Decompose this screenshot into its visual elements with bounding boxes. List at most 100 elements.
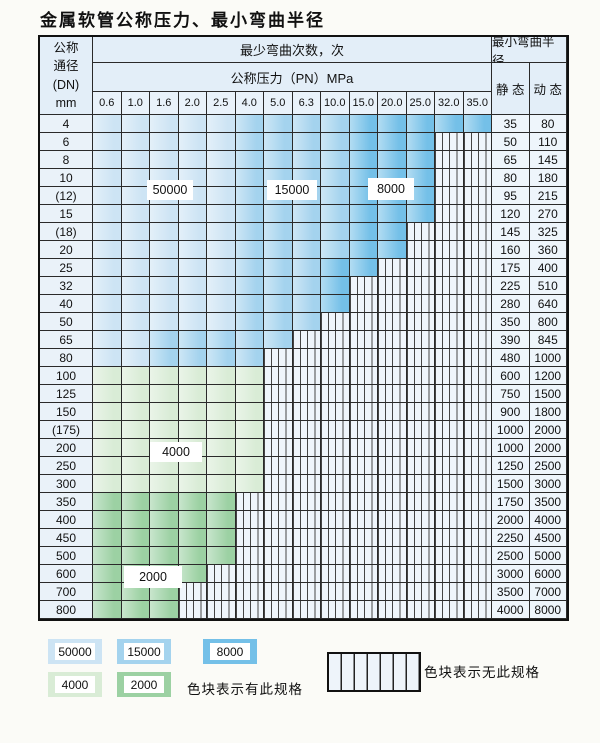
spec-cell — [292, 403, 321, 421]
spec-cell — [321, 529, 350, 547]
dn-header-line: 通径 — [53, 59, 79, 73]
spec-cell — [378, 313, 407, 331]
spec-cell — [150, 223, 179, 241]
spec-cell — [150, 511, 179, 529]
dn-cell: 200 — [40, 439, 93, 457]
spec-cell — [207, 115, 236, 133]
dn-header-line: mm — [55, 96, 77, 110]
dynamic-value-cell: 325 — [529, 223, 567, 241]
spec-cell — [435, 601, 464, 619]
spec-cell — [378, 367, 407, 385]
spec-cell — [292, 439, 321, 457]
spec-cell — [178, 493, 207, 511]
spec-cell — [349, 565, 378, 583]
spec-cell — [463, 205, 492, 223]
spec-cell — [406, 295, 435, 313]
spec-cell — [93, 583, 122, 601]
spec-cell — [378, 475, 407, 493]
spec-cell — [349, 583, 378, 601]
spec-cell — [178, 115, 207, 133]
spec-cell — [435, 403, 464, 421]
spec-cell — [178, 529, 207, 547]
dn-cell: (175) — [40, 421, 93, 439]
spec-cell — [378, 295, 407, 313]
spec-cell — [150, 331, 179, 349]
spec-cell — [435, 295, 464, 313]
spec-cell — [349, 601, 378, 619]
spec-cell — [235, 295, 264, 313]
spec-cell — [406, 457, 435, 475]
spec-cell — [235, 331, 264, 349]
spec-cell — [121, 151, 150, 169]
spec-cell — [378, 115, 407, 133]
spec-cell — [463, 133, 492, 151]
spec-cell — [178, 277, 207, 295]
spec-cell — [93, 565, 122, 583]
spec-cell — [178, 403, 207, 421]
spec-cell — [150, 475, 179, 493]
dn-header-line: 公称 — [53, 40, 79, 55]
spec-cell — [406, 439, 435, 457]
spec-cell — [463, 475, 492, 493]
spec-cell — [207, 313, 236, 331]
dn-cell: 500 — [40, 547, 93, 565]
spec-cell — [150, 133, 179, 151]
spec-cell — [93, 115, 122, 133]
spec-cell — [378, 583, 407, 601]
spec-cell — [349, 205, 378, 223]
legend-no-spec-swatch — [327, 652, 421, 692]
legend-swatch-label: 8000 — [210, 643, 250, 660]
dn-cell: 300 — [40, 475, 93, 493]
table-row: 65 390 845 — [40, 331, 567, 349]
pressure-row: 0.6 1.0 1.6 2.0 2.5 4.0 5.0 6.3 10.0 15.0 20.0 25.0… — [93, 92, 492, 115]
spec-cell — [321, 295, 350, 313]
spec-cell — [292, 259, 321, 277]
static-value-cell: 1250 — [492, 457, 530, 475]
legend-swatch-15000: 15000 — [117, 639, 171, 664]
static-value-cell: 480 — [492, 349, 530, 367]
table-row: 100 600 1200 — [40, 367, 567, 385]
spec-cell — [378, 457, 407, 475]
dn-cell: 600 — [40, 565, 93, 583]
spec-cell — [121, 313, 150, 331]
spec-cell — [292, 385, 321, 403]
spec-cell — [349, 151, 378, 169]
dn-cell: (12) — [40, 187, 93, 205]
spec-cell — [178, 241, 207, 259]
spec-cell — [264, 403, 293, 421]
spec-cell — [321, 187, 350, 205]
spec-cell — [463, 151, 492, 169]
spec-cell — [406, 133, 435, 151]
dynamic-value-cell: 180 — [529, 169, 567, 187]
spec-cell — [463, 385, 492, 403]
spec-cell — [150, 313, 179, 331]
spec-cell — [264, 421, 293, 439]
table-row: 125 750 1500 — [40, 385, 567, 403]
spec-cell — [235, 493, 264, 511]
spec-cell — [264, 493, 293, 511]
spec-cell — [378, 565, 407, 583]
spec-cell — [292, 529, 321, 547]
spec-cell — [207, 367, 236, 385]
spec-cell — [321, 403, 350, 421]
spec-cell — [463, 313, 492, 331]
spec-cell — [292, 421, 321, 439]
spec-cell — [406, 583, 435, 601]
table-row: 400 2000 4000 — [40, 511, 567, 529]
spec-cell — [292, 223, 321, 241]
spec-cell — [292, 349, 321, 367]
spec-cell — [93, 169, 122, 187]
spec-cell — [150, 205, 179, 223]
spec-cell — [264, 115, 293, 133]
spec-cell — [121, 367, 150, 385]
spec-cell — [435, 187, 464, 205]
spec-cell — [178, 583, 207, 601]
spec-cell — [406, 349, 435, 367]
static-value-cell: 1500 — [492, 475, 530, 493]
spec-cell — [178, 349, 207, 367]
dn-cell: 20 — [40, 241, 93, 259]
spec-cell — [121, 403, 150, 421]
table-row: 350 1750 3500 — [40, 493, 567, 511]
dn-cell: 350 — [40, 493, 93, 511]
spec-cell — [93, 367, 122, 385]
